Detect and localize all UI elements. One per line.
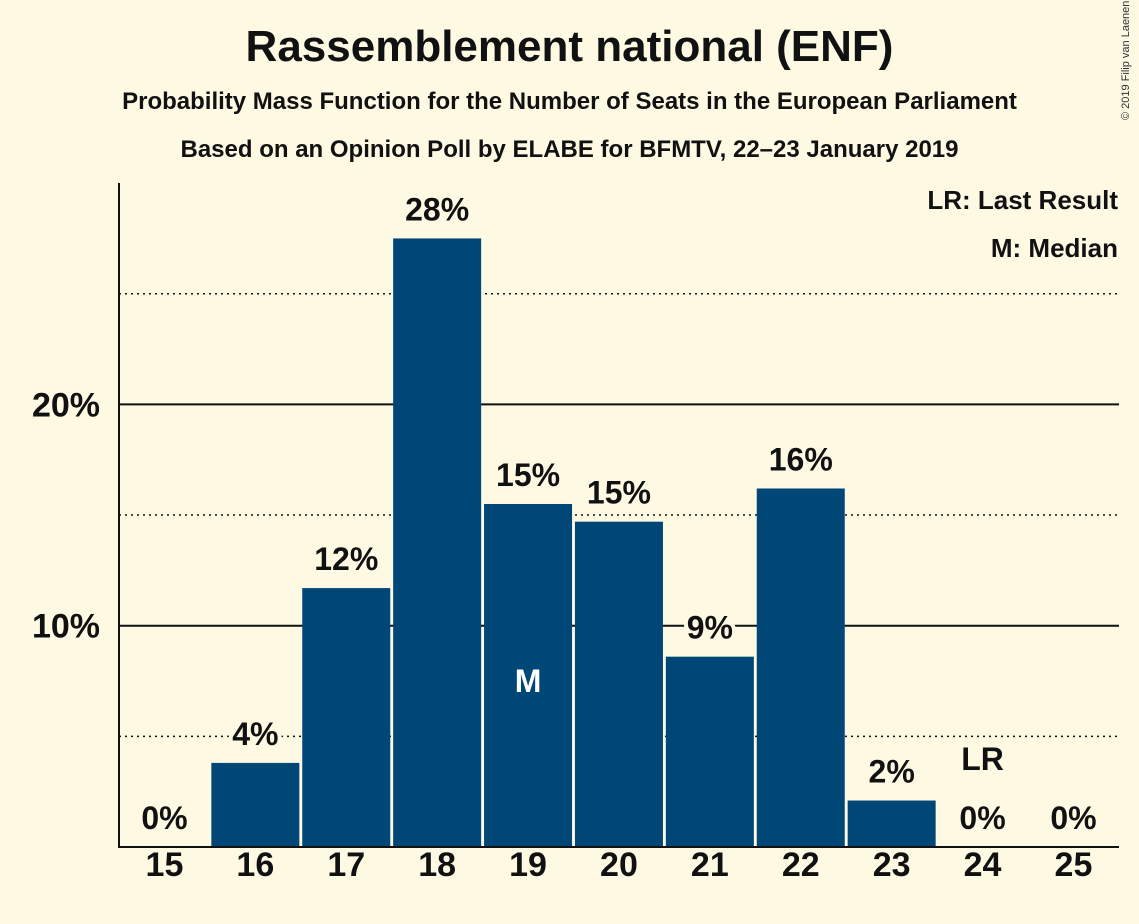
- x-tick-label: 16: [236, 846, 274, 884]
- x-tick-label: 22: [782, 846, 820, 884]
- chart-source: Based on an Opinion Poll by ELABE for BF…: [180, 136, 959, 163]
- x-tick-label: 24: [964, 846, 1002, 884]
- x-tick-label: 15: [146, 846, 184, 884]
- data-label: 28%: [405, 191, 469, 227]
- data-label: 2%: [869, 754, 915, 790]
- bar: [665, 656, 754, 847]
- data-label: 15%: [496, 457, 560, 493]
- bar: [302, 588, 391, 847]
- chart-subtitle: Probability Mass Function for the Number…: [122, 88, 1017, 115]
- data-label: 15%: [587, 475, 651, 511]
- bar: [847, 800, 936, 847]
- y-tick-label: 20%: [32, 386, 100, 424]
- bar: [484, 503, 573, 847]
- bar: [393, 238, 482, 848]
- data-label: 0%: [1050, 800, 1096, 836]
- legend-entry: M: Median: [991, 233, 1118, 263]
- data-label: 0%: [141, 800, 187, 836]
- bar: [211, 762, 300, 847]
- y-tick-label: 10%: [32, 608, 100, 646]
- bar: [756, 488, 845, 847]
- last-result-marker: LR: [961, 741, 1004, 777]
- bar: [574, 521, 663, 847]
- x-tick-label: 17: [327, 846, 365, 884]
- chart-title: Rassemblement national (ENF): [245, 22, 894, 71]
- x-tick-label: 20: [600, 846, 638, 884]
- legend-entry: LR: Last Result: [927, 185, 1118, 215]
- data-label: 16%: [769, 441, 833, 477]
- data-label: 0%: [959, 800, 1005, 836]
- x-tick-label: 21: [691, 846, 729, 884]
- x-tick-label: 18: [418, 846, 456, 884]
- data-label: 12%: [314, 541, 378, 577]
- median-marker: M: [515, 663, 542, 699]
- x-tick-label: 25: [1055, 846, 1093, 884]
- data-label: 4%: [232, 716, 278, 752]
- data-label: 9%: [687, 610, 733, 646]
- x-tick-label: 23: [873, 846, 911, 884]
- x-tick-label: 19: [509, 846, 547, 884]
